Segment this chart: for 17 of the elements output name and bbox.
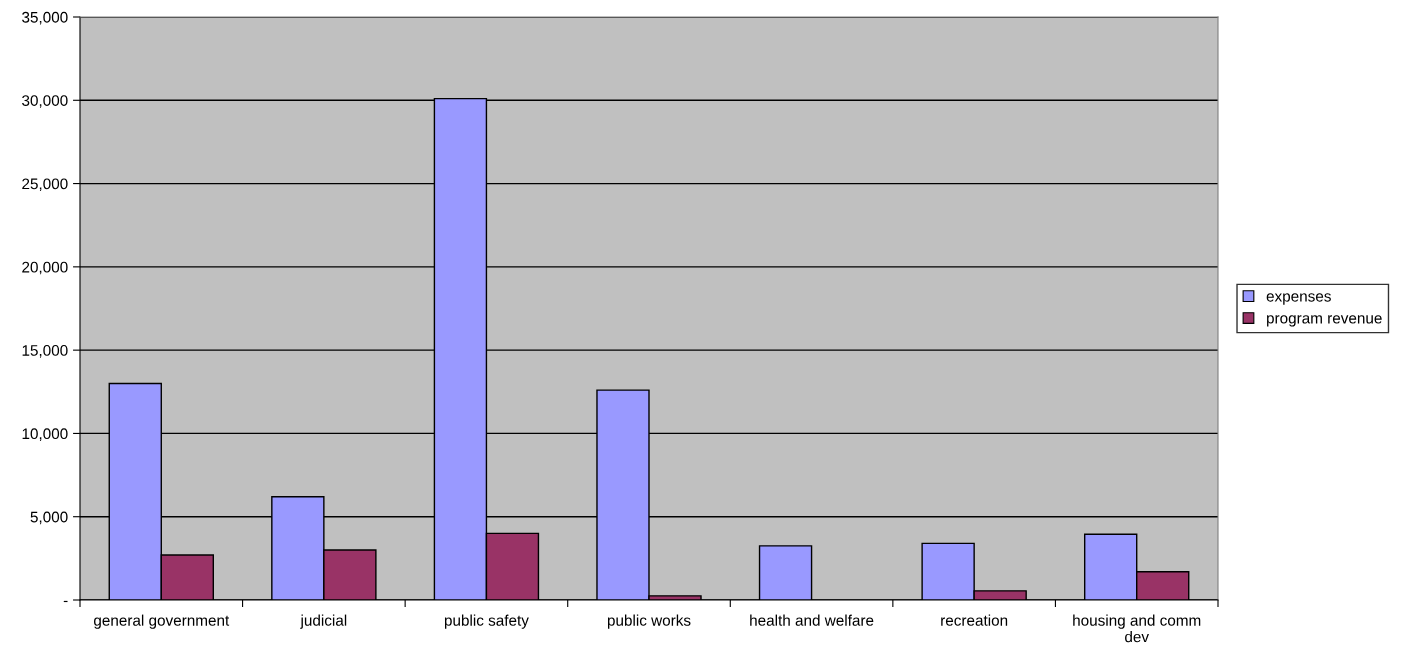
y-tick-label: 20,000 bbox=[22, 261, 68, 275]
x-tick-label: health and welfare bbox=[750, 614, 874, 626]
x-tick-label: recreation bbox=[941, 614, 1008, 626]
y-tick-label: 15,000 bbox=[22, 345, 68, 358]
legend-label: program revenue bbox=[1267, 315, 1382, 327]
y-tick-label: 35,000 bbox=[22, 11, 68, 25]
y-tick-label: 10,000 bbox=[22, 428, 68, 441]
y-tick-label: 5,000 bbox=[30, 511, 68, 525]
y-tick-label: - bbox=[63, 600, 68, 603]
x-tick-label: judicial bbox=[300, 614, 347, 629]
y-tick-label: 30,000 bbox=[22, 95, 68, 108]
y-tick-label: 25,000 bbox=[22, 178, 68, 192]
x-tick-label: general government bbox=[93, 614, 230, 629]
legend-label: expenses bbox=[1266, 293, 1331, 305]
x-tick-label: housing and comm dev bbox=[1073, 614, 1201, 643]
x-tick-label: public works bbox=[607, 614, 691, 629]
x-tick-label: public safety bbox=[444, 614, 529, 629]
